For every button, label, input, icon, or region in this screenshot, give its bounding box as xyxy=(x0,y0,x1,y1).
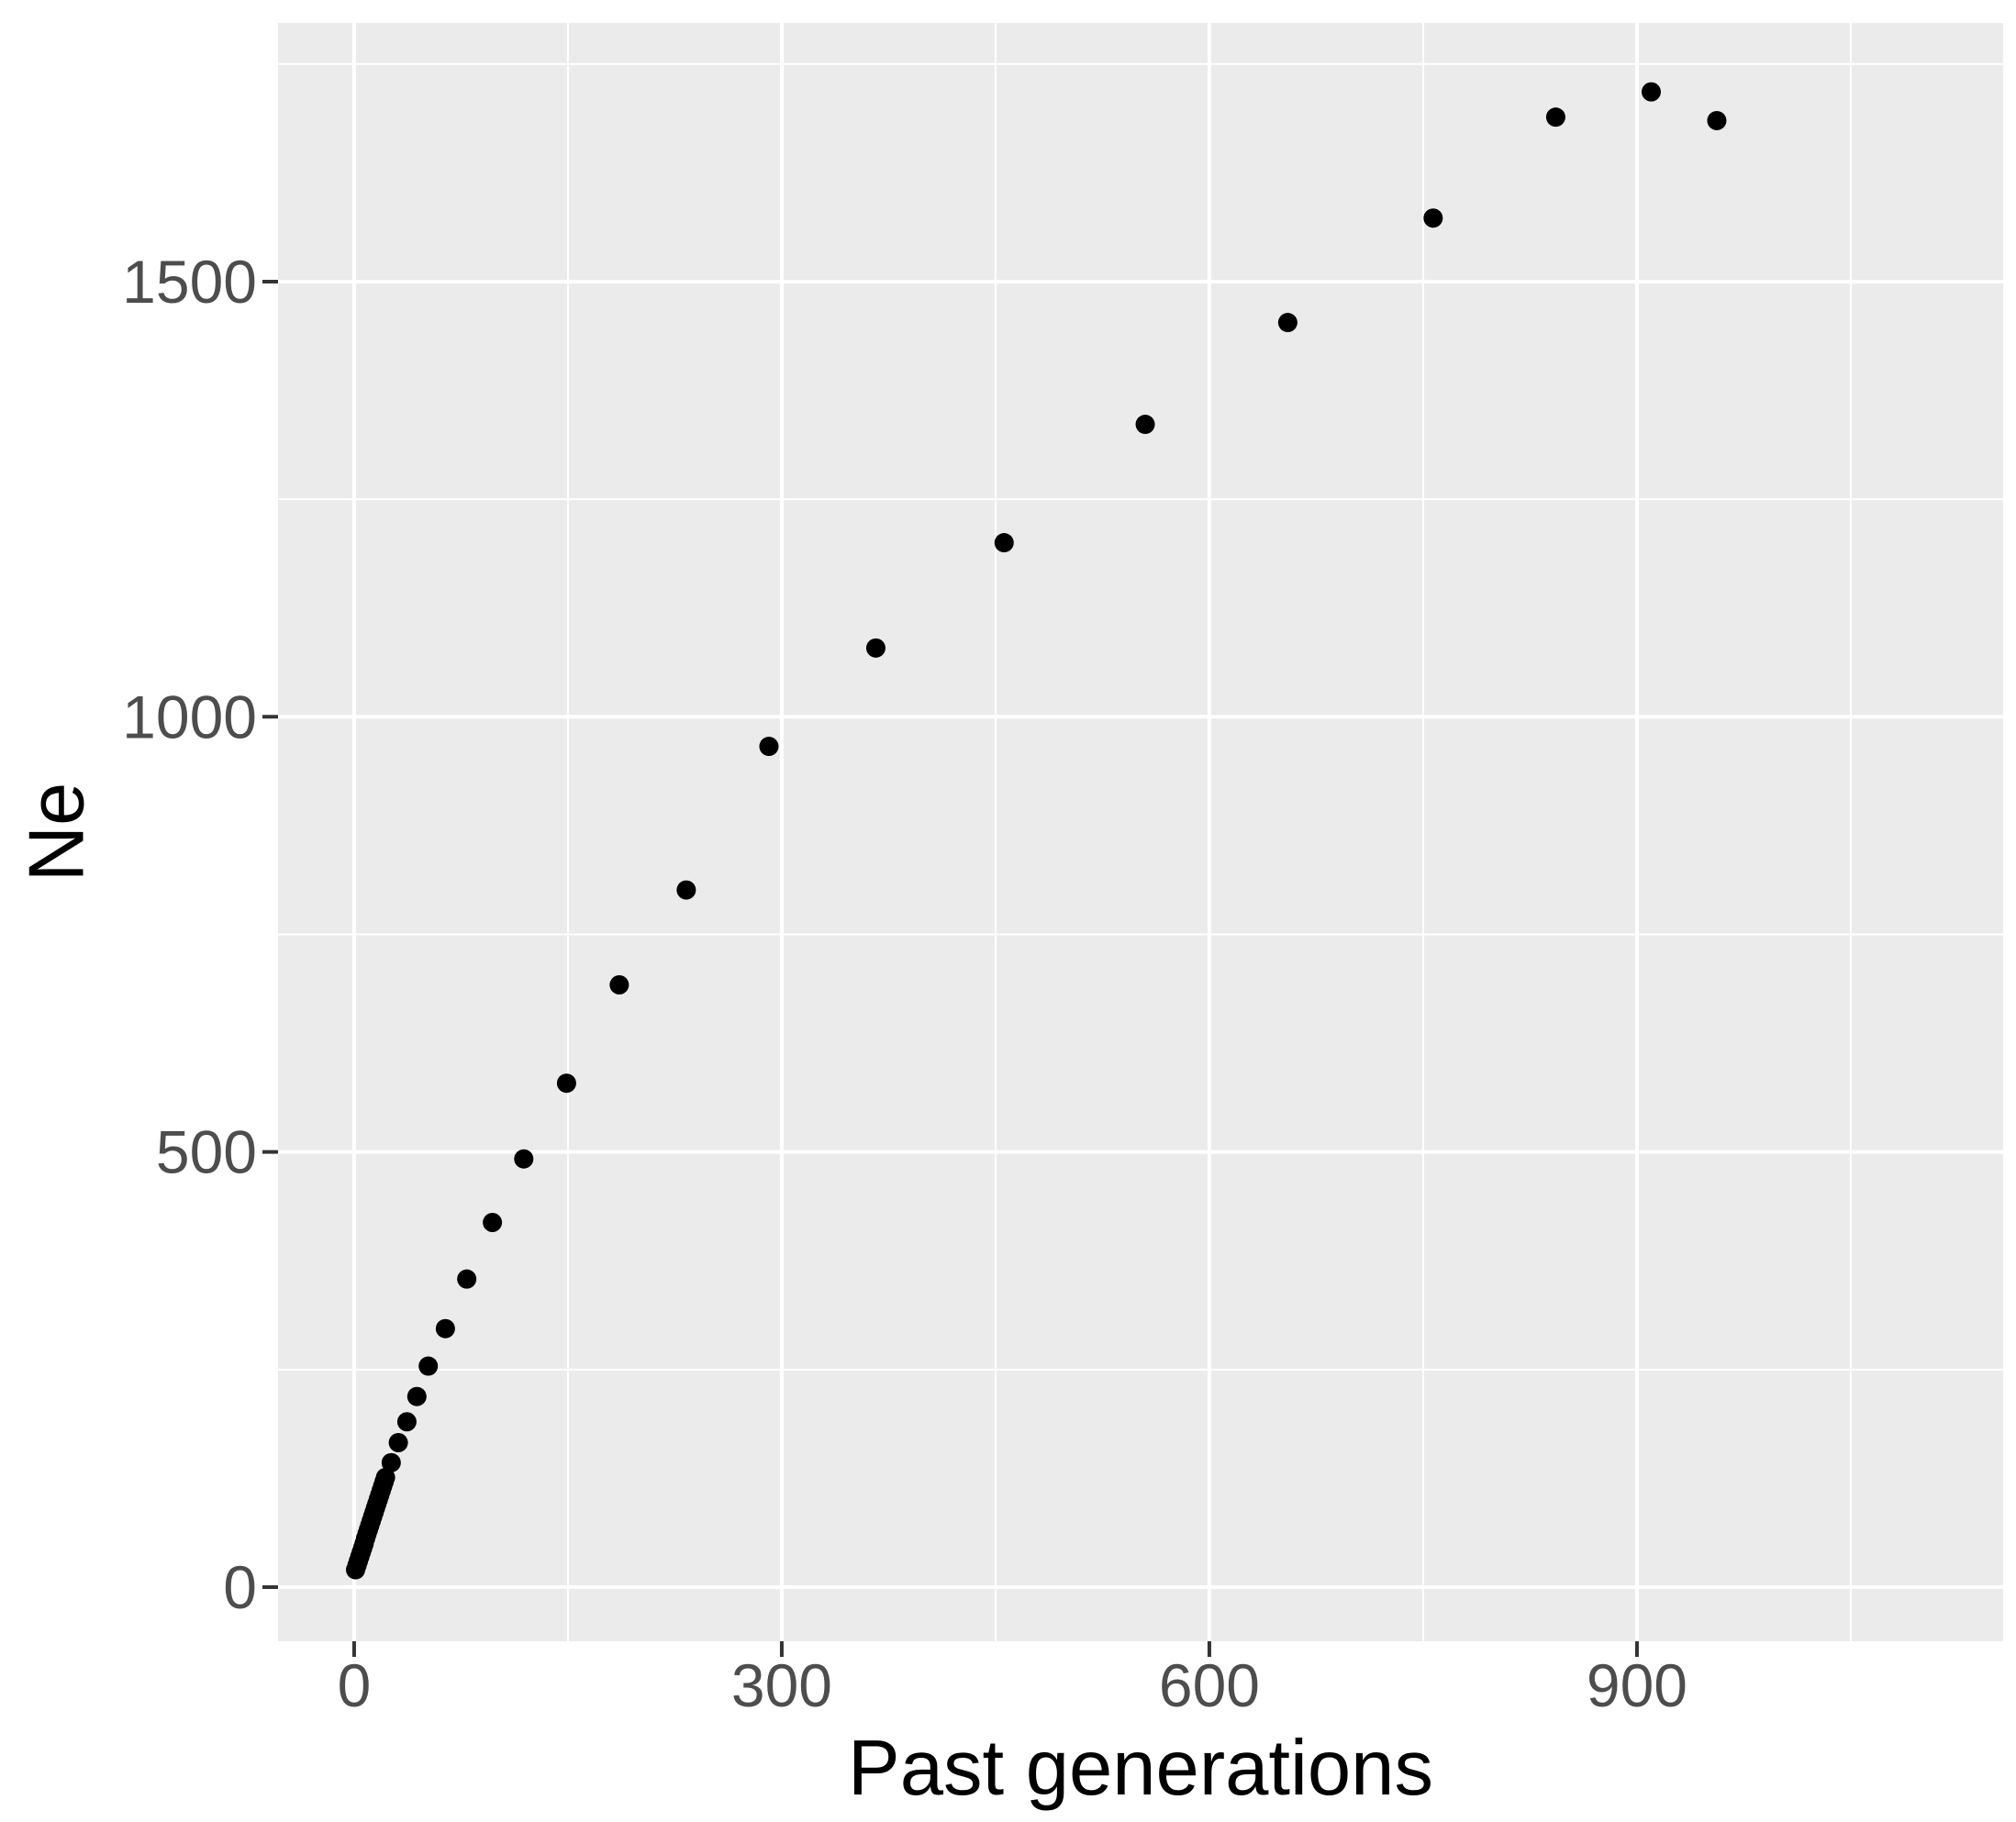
data-point xyxy=(676,880,696,900)
data-point xyxy=(609,974,629,994)
y-axis-title: Ne xyxy=(13,782,101,883)
y-tick-label: 0 xyxy=(223,1553,257,1621)
data-point xyxy=(381,1452,401,1472)
data-point xyxy=(514,1149,534,1169)
data-point xyxy=(407,1386,427,1406)
y-tick-label: 500 xyxy=(156,1118,257,1186)
data-point xyxy=(1641,82,1661,102)
x-tick-label: 900 xyxy=(1587,1651,1687,1719)
data-point xyxy=(375,1467,395,1487)
plot-panel xyxy=(278,23,2003,1641)
x-tick-label: 300 xyxy=(731,1651,832,1719)
data-point xyxy=(865,638,885,658)
data-point xyxy=(396,1412,417,1432)
data-point xyxy=(556,1073,576,1094)
x-axis-title: Past generations xyxy=(848,1725,1433,1812)
data-point xyxy=(435,1318,455,1339)
data-point xyxy=(1545,107,1565,128)
y-tick-label: 1500 xyxy=(122,248,257,316)
data-point xyxy=(457,1269,477,1289)
data-point xyxy=(418,1356,439,1376)
data-point xyxy=(388,1433,408,1453)
data-point xyxy=(483,1212,503,1232)
data-point xyxy=(1277,313,1298,333)
data-point xyxy=(1423,208,1443,228)
data-point xyxy=(1135,415,1155,435)
data-point xyxy=(994,533,1014,553)
x-tick-label: 600 xyxy=(1159,1651,1260,1719)
x-tick-label: 0 xyxy=(338,1651,372,1719)
data-point xyxy=(759,737,779,757)
data-point xyxy=(1707,110,1727,130)
y-tick-label: 1000 xyxy=(122,683,257,750)
